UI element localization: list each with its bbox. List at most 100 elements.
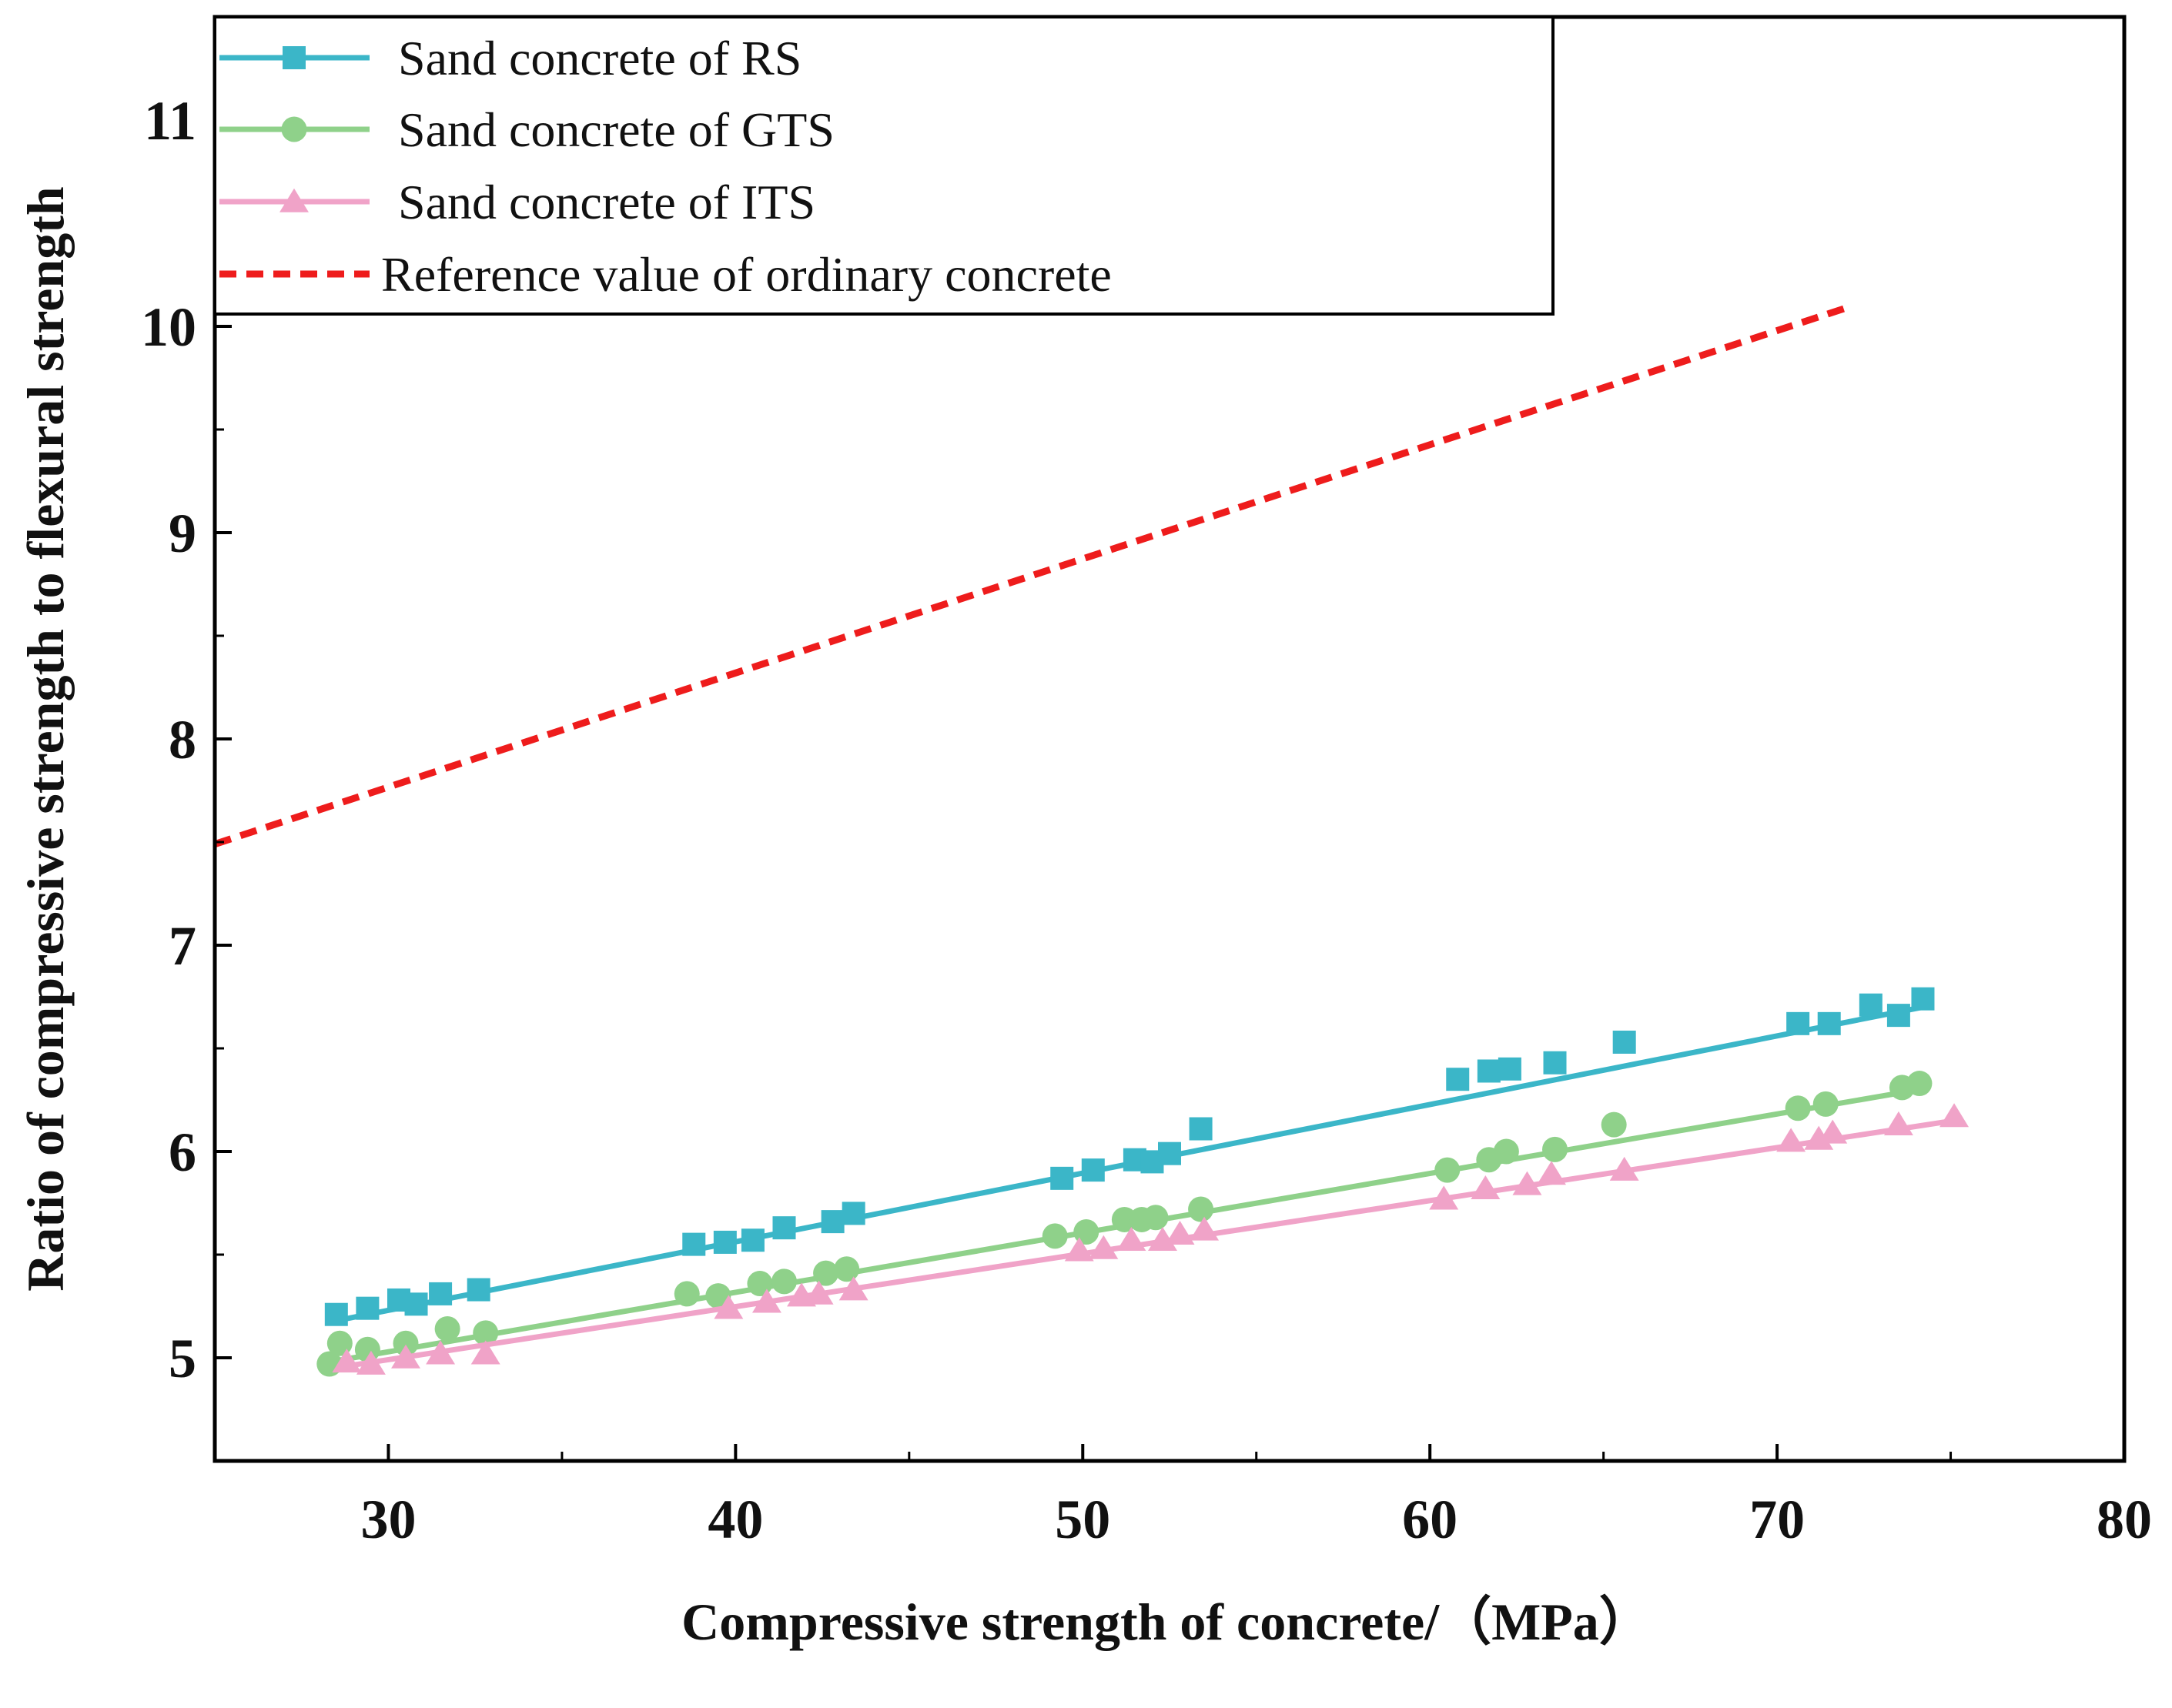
data-point [1116,1226,1146,1252]
data-point [1906,1071,1933,1097]
legend-swatch-marker [279,188,309,212]
x-tick-label: 60 [1402,1489,1457,1550]
series-reference-value-of-ordinary-concrete [213,304,1848,847]
legend-swatch-marker [283,46,306,69]
data-point [1859,993,1883,1017]
data-point [1498,1057,1521,1081]
x-tick-label: 50 [1055,1489,1110,1550]
data-point [838,1276,868,1301]
x-tick-label: 80 [2097,1489,2152,1550]
y-tick-label: 9 [169,503,196,564]
data-point [813,1260,839,1286]
data-point [1512,1171,1542,1195]
legend-box [213,15,1555,316]
data-point [1776,1128,1806,1152]
data-point [391,1344,420,1369]
legend-swatch-marker [281,116,307,142]
data-point [751,1289,781,1313]
data-point [467,1278,490,1302]
plot-layer [213,304,1970,1377]
data-point [674,1281,700,1307]
data-point [332,1349,362,1373]
data-point [393,1330,419,1356]
data-point [1818,1119,1848,1144]
series-sand-concrete-of-its [332,1103,1970,1375]
data-point [1188,1196,1214,1222]
y-tick-label: 7 [169,915,196,977]
y-tick-label: 8 [169,709,196,770]
data-point [714,1295,744,1319]
data-point [1817,1011,1841,1035]
tick-layer: 30 40 50 60 70 80 5 6 7 8 9 10 11 [141,15,2152,1550]
data-point [1446,1068,1470,1091]
data-point [1190,1216,1220,1241]
data-point [1471,1175,1501,1200]
data-point [1165,1220,1195,1245]
y-tick-label: 6 [169,1121,196,1183]
data-point [356,1296,380,1320]
data-point [470,1340,500,1365]
legend-label: Reference value of ordinary concrete [381,247,1112,302]
legend-item-sand-concrete-of-rs: Sand concrete of RS [219,31,802,85]
legend-item-sand-concrete-of-its: Sand concrete of ITS [219,175,815,229]
data-point [473,1320,499,1346]
data-point [404,1292,428,1316]
data-point [1812,1091,1839,1117]
x-tick-label: 70 [1749,1489,1805,1550]
data-point [821,1210,845,1234]
data-point [1537,1161,1566,1185]
data-point [1477,1059,1501,1083]
data-point [1785,1095,1811,1121]
legend-label: Sand concrete of GTS [398,102,835,157]
series-sand-concrete-of-rs [324,987,1935,1326]
x-axis-title: Compressive strength of concrete/（MPa） [681,1593,1652,1651]
data-point [771,1268,797,1295]
data-point [1111,1206,1137,1232]
data-point [1804,1125,1834,1150]
data-point [1050,1166,1074,1190]
data-point [834,1256,860,1282]
data-point [1786,1011,1810,1035]
data-point [1143,1205,1169,1231]
data-point [1939,1103,1970,1128]
data-point [1434,1157,1461,1183]
reference-line [213,304,1848,847]
data-point [741,1228,765,1252]
data-point [1089,1235,1119,1259]
data-point [713,1230,737,1254]
data-point [1042,1223,1068,1249]
data-point [1148,1226,1177,1252]
data-point [772,1216,796,1240]
legend: Sand concrete of RS Sand concrete of GTS S… [213,15,1555,316]
data-point [426,1340,456,1365]
legend-label: Sand concrete of ITS [398,175,815,229]
y-tick-label: 11 [144,90,196,152]
data-point [356,1350,386,1375]
data-point [1886,1004,1910,1028]
data-point [842,1202,865,1225]
data-point [1883,1111,1913,1135]
legend-item-reference-value-of-ordinary-concrete: Reference value of ordinary concrete [219,247,1112,302]
legend-item-sand-concrete-of-gts: Sand concrete of GTS [219,102,835,157]
data-point [429,1282,453,1305]
series-sand-concrete-of-gts [316,1071,1933,1377]
data-point [1493,1138,1519,1165]
data-point [434,1315,460,1342]
data-point [1612,1030,1636,1054]
data-point [1543,1051,1567,1075]
data-point [1158,1141,1181,1165]
y-axis-title: Ratio of compressive strength to flexura… [16,186,75,1291]
y-tick-label: 10 [141,296,196,358]
data-point [1064,1237,1094,1262]
fit-line [346,1118,1955,1369]
data-point [804,1280,834,1305]
data-point [682,1232,706,1256]
data-point [1189,1117,1213,1141]
data-point [1542,1136,1568,1162]
data-point [1429,1185,1459,1210]
x-tick-label: 30 [360,1489,416,1550]
data-point [324,1302,348,1326]
legend-label: Sand concrete of RS [398,31,802,85]
data-point [1601,1111,1627,1138]
